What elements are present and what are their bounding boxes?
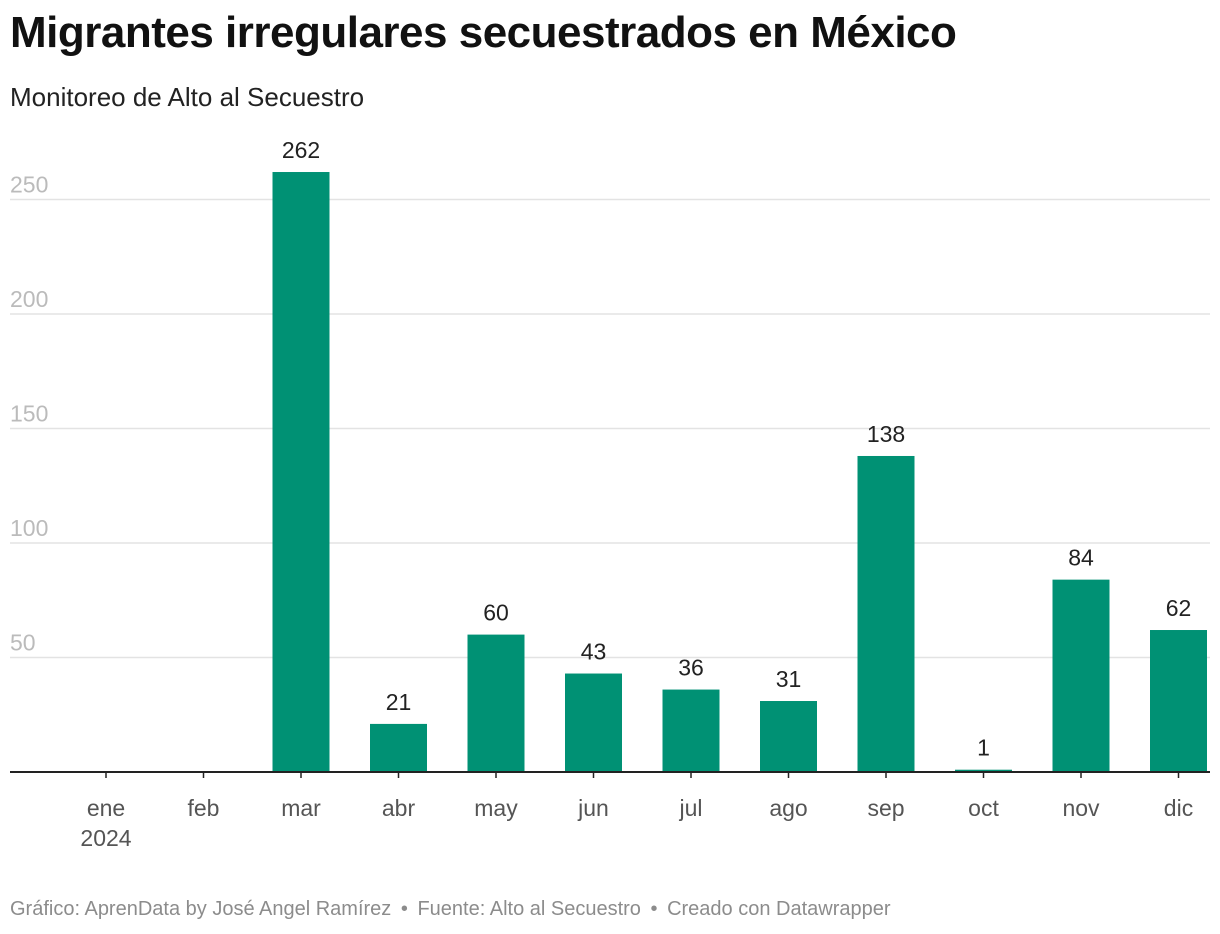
x-tick-label-dic: dic [1164, 795, 1193, 821]
bar-sep [857, 455, 915, 772]
x-tick-label-feb: feb [188, 795, 220, 821]
data-label-ago: 31 [776, 666, 802, 692]
y-tick-label: 150 [10, 401, 48, 427]
x-tick-label-nov: nov [1062, 795, 1100, 821]
bar-mar [272, 172, 330, 772]
data-label-dic: 62 [1166, 595, 1192, 621]
data-labels: 262 21 60 43 36 31 138 1 84 62 [282, 137, 1191, 761]
bar-jun [565, 673, 622, 772]
y-tick-label: 50 [10, 630, 36, 656]
data-label-abr: 21 [386, 689, 412, 715]
x-axis-tick-labels: ene feb mar abr may jun jul ago sep oct nov dic 2024 [80, 795, 1193, 851]
bar-ago [760, 701, 817, 772]
x-tick-label-mar: mar [281, 795, 321, 821]
x-tick-label-abr: abr [382, 795, 416, 821]
y-tick-label: 250 [10, 172, 48, 198]
y-axis-tick-labels: 50 100 150 200 250 [10, 172, 48, 656]
bar-dic [1150, 630, 1207, 772]
footer-source: Fuente: Alto al Secuestro [417, 898, 641, 920]
bars [272, 172, 1207, 772]
bar-abr [370, 723, 427, 772]
footer-separator: • [400, 898, 408, 920]
x-axis-ticks [105, 772, 1180, 778]
footer-tool: Creado con Datawrapper [667, 898, 891, 920]
y-tick-label: 200 [10, 286, 48, 312]
bar-nov [1052, 579, 1110, 772]
x-axis-year-label: 2024 [80, 825, 131, 851]
x-tick-label-jul: jul [678, 795, 702, 821]
chart-subtitle: Monitoreo de Alto al Secuestro [10, 82, 365, 112]
data-label-jun: 43 [581, 639, 607, 665]
y-tick-label: 100 [10, 515, 48, 541]
data-label-jul: 36 [678, 655, 704, 681]
x-tick-label-ene: ene [87, 795, 125, 821]
chart-title: Migrantes irregulares secuestrados en Mé… [10, 8, 957, 57]
bar-jul [662, 689, 720, 772]
footer-credit: Gráfico: AprenData by José Angel Ramírez [10, 898, 392, 920]
bar-oct [955, 769, 1012, 772]
x-tick-label-jun: jun [577, 795, 609, 821]
x-tick-label-may: may [474, 795, 518, 821]
data-label-nov: 84 [1068, 545, 1094, 571]
bar-may [467, 634, 525, 772]
x-tick-label-sep: sep [867, 795, 904, 821]
gridlines [10, 198, 1210, 659]
x-tick-label-ago: ago [769, 795, 807, 821]
data-label-may: 60 [483, 600, 509, 626]
data-label-mar: 262 [282, 137, 320, 163]
data-label-oct: 1 [977, 735, 990, 761]
footer-separator: • [650, 898, 658, 920]
chart-footer: Gráfico: AprenData by José Angel Ramírez… [10, 898, 891, 921]
data-label-sep: 138 [867, 421, 905, 447]
x-tick-label-oct: oct [968, 795, 999, 821]
